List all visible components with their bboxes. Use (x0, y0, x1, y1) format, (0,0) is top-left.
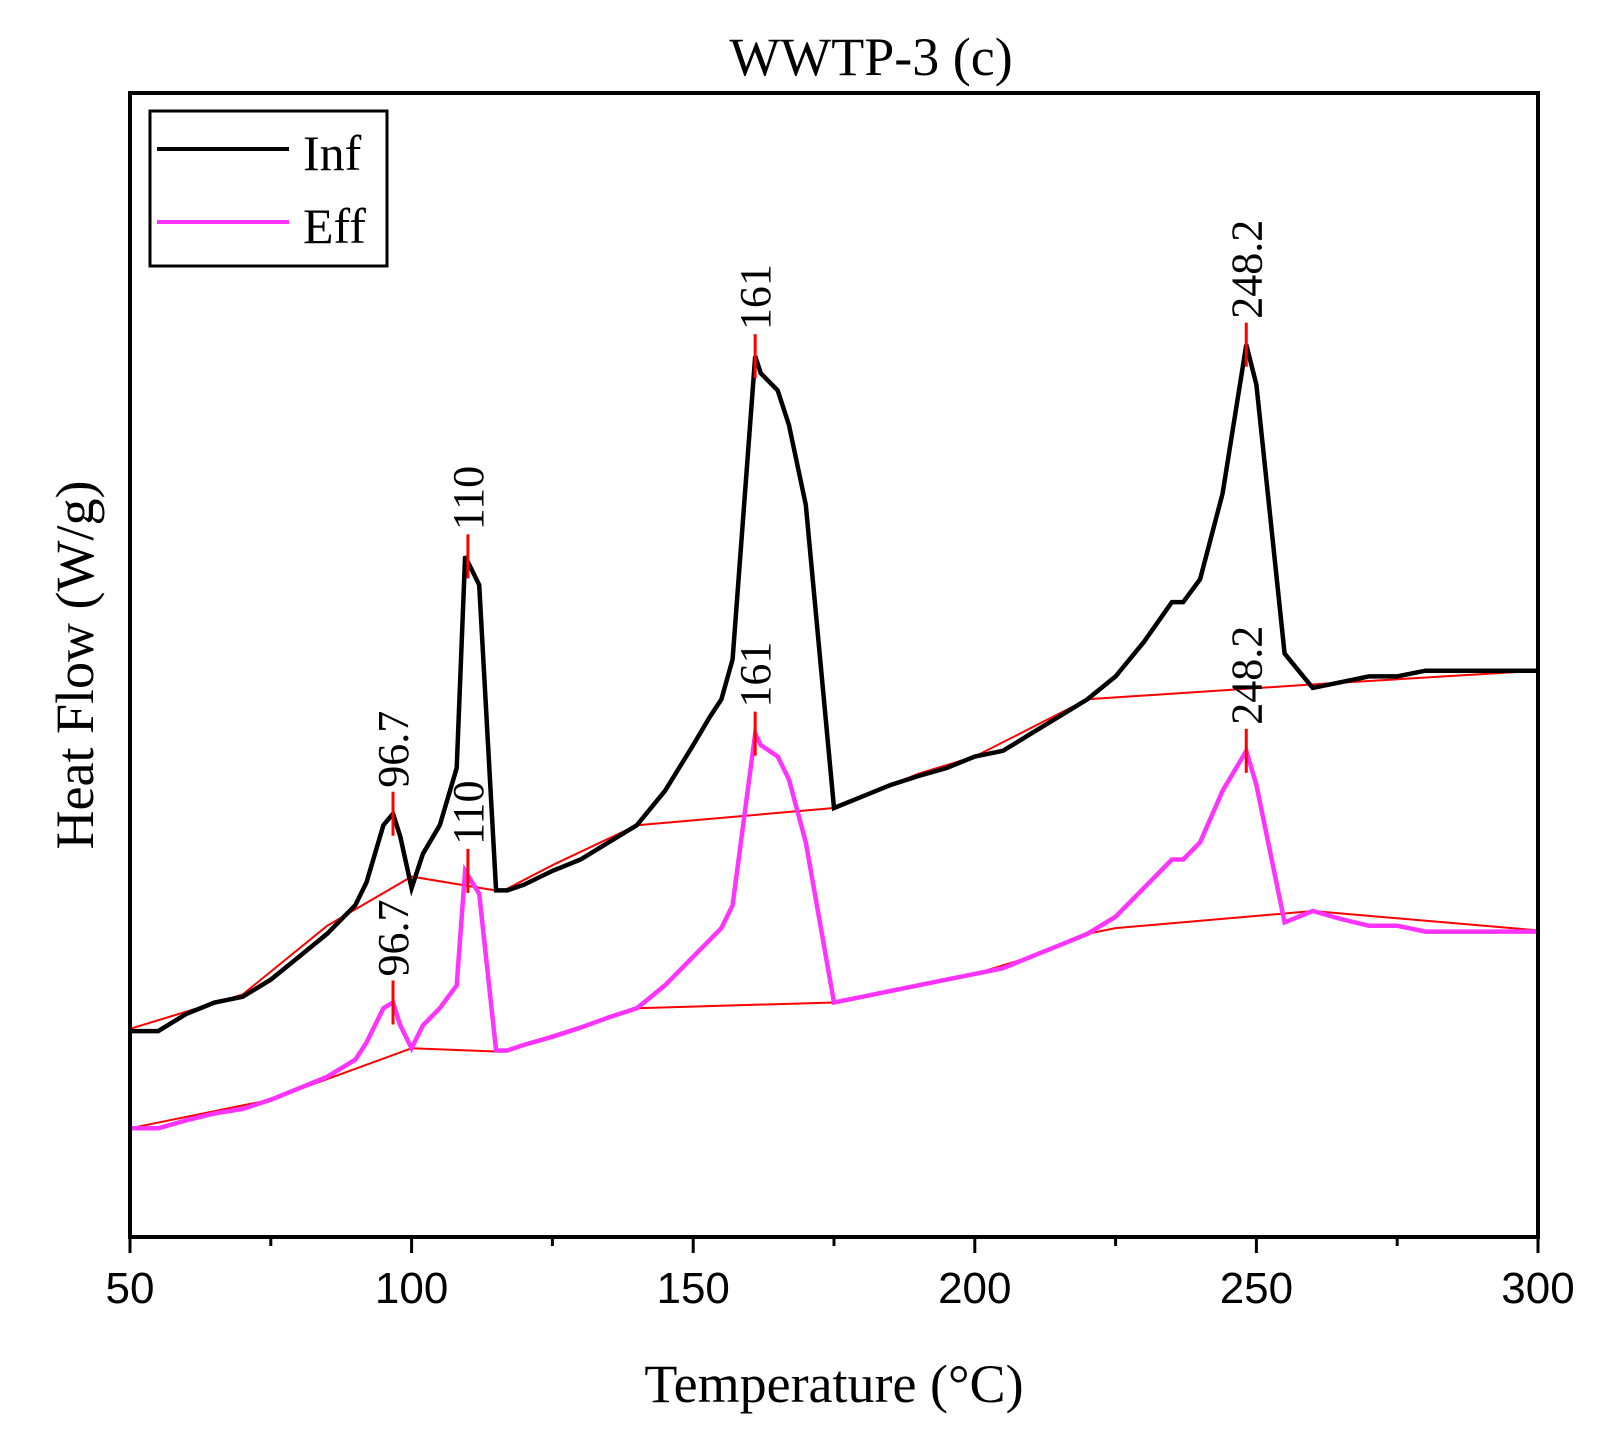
x-tick-label-200: 200 (938, 1264, 1011, 1313)
baseline-eff-6 (1312, 910, 1539, 932)
baseline-eff-0 (129, 1047, 502, 1130)
peak-label-inf-1: 110 (444, 466, 493, 530)
x-tick-label-250: 250 (1220, 1264, 1293, 1313)
x-tick-label-100: 100 (375, 1264, 448, 1313)
baseline-inf-1 (501, 824, 638, 893)
peak-label-eff-7: 248.2 (1222, 626, 1271, 725)
baseline-inf-2 (636, 807, 835, 827)
x-axis: 50 100 150 200 250 300 (106, 1237, 1575, 1313)
peak-label-eff-4: 96.7 (369, 900, 418, 977)
peak-label-inf-0: 96.7 (369, 711, 418, 788)
peak-label-eff-5: 110 (444, 781, 493, 845)
baseline-eff-5 (1115, 910, 1313, 930)
peak-label-eff-6: 161 (731, 642, 780, 708)
legend: Inf Eff (148, 109, 389, 268)
x-tick-label-50: 50 (106, 1264, 155, 1313)
x-tick-label-300: 300 (1501, 1264, 1574, 1313)
legend-box (148, 109, 389, 268)
y-axis-label: Heat Flow (W/g) (45, 481, 105, 850)
baseline-inf-4 (1087, 683, 1313, 701)
annotation-layer: 96.7 110 161 248.2 96.7 110 161 248.2 (369, 220, 1271, 1025)
legend-label-eff: Eff (303, 198, 366, 254)
chart-title: WWTP-3 (c) (729, 27, 1012, 87)
x-tick-label-150: 150 (656, 1264, 729, 1313)
baseline-eff-2 (636, 1001, 835, 1010)
peak-label-inf-3: 248.2 (1222, 220, 1271, 319)
peak-label-inf-2: 161 (731, 264, 780, 330)
x-axis-label: Temperature (°C) (644, 1354, 1023, 1414)
legend-label-inf: Inf (303, 125, 362, 181)
